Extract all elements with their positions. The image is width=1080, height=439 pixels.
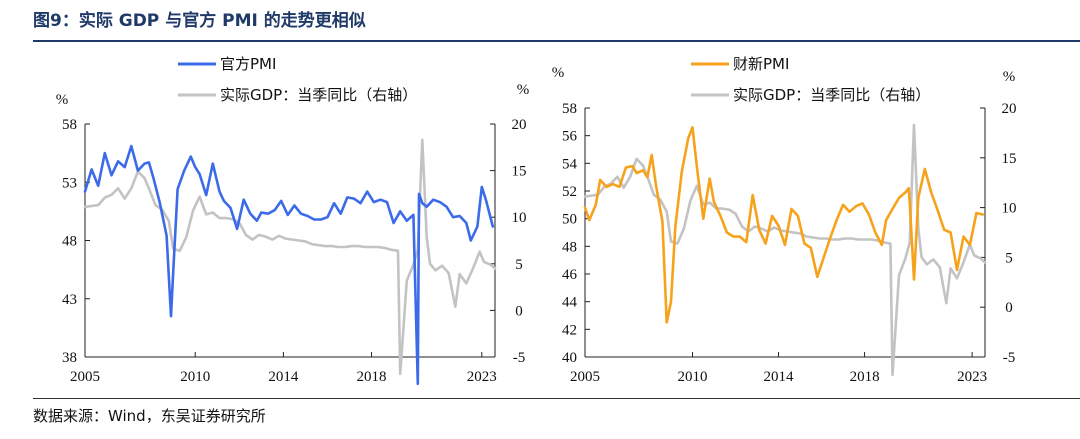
x-tick-label: 2018 [850,369,880,385]
left-tick-label: 40 [562,350,577,366]
chart-caixin-pmi: 40 42 44 46 48 50 52 54 56 58 -5 0 5 10 15 20 2005 2010 20… [552,55,1017,385]
x-tick-label: 2018 [357,369,387,385]
series-line-gdp [583,123,987,377]
title-rule [33,40,1080,42]
right-tick-label: 20 [1002,101,1017,117]
right-tick-label: -5 [1003,350,1016,366]
right-tick-label: 0 [1005,300,1013,316]
left-tick-label: 43 [62,292,77,308]
left-unit-label: % [56,92,69,108]
left-tick-label: 52 [562,184,577,200]
left-tick-label: 38 [62,350,77,366]
right-unit-label: % [1003,69,1016,85]
left-unit-label: % [552,65,565,81]
x-tick-label: 2014 [268,369,299,385]
left-tick-label: 48 [562,239,577,255]
left-tick-label: 58 [62,117,77,133]
legend-label: 官方PMI [220,55,276,73]
right-tick-label: 5 [515,257,523,273]
left-tick-label: 58 [562,101,577,117]
x-tick-label: 2010 [180,369,210,385]
left-tick-label: 48 [62,234,77,250]
left-tick-label: 54 [562,156,578,172]
x-tick-label: 2023 [467,369,497,385]
right-tick-label: 10 [512,210,527,226]
right-tick-label: 20 [512,117,527,133]
left-tick-label: 44 [562,295,578,311]
right-tick-label: 10 [1002,201,1017,217]
x-tick-label: 2023 [957,369,987,385]
source-rule [33,398,1080,399]
left-tick-label: 50 [562,212,577,228]
right-tick-label: 5 [1005,250,1013,266]
right-unit-label: % [517,82,530,98]
series-line-pmi [583,126,985,324]
x-tick-label: 2005 [570,369,600,385]
left-tick-label: 53 [62,175,77,191]
series-line-gdp [83,138,497,376]
right-tick-label: 15 [512,164,527,180]
left-tick-label: 46 [562,267,578,283]
legend-label: 实际GDP：当季同比（右轴） [220,86,417,104]
chart-official-pmi: 38 43 48 53 58 -5 0 5 10 15 20 2005 2010 2014 2018 2023… [56,55,530,386]
right-tick-label: 15 [1002,151,1017,167]
legend-label: 财新PMI [733,55,789,73]
x-tick-label: 2014 [764,369,795,385]
right-tick-label: -5 [513,350,526,366]
x-tick-label: 2005 [70,369,100,385]
x-tick-label: 2010 [678,369,708,385]
source-note: 数据来源：Wind，东吴证券研究所 [33,407,266,425]
legend-label: 实际GDP：当季同比（右轴） [733,86,930,104]
left-tick-label: 42 [562,322,577,338]
figure-title: 图9：实际 GDP 与官方 PMI 的走势更相似 [33,11,366,31]
left-tick-label: 56 [562,129,578,145]
series-line-pmi [83,144,495,386]
right-tick-label: 0 [515,303,523,319]
